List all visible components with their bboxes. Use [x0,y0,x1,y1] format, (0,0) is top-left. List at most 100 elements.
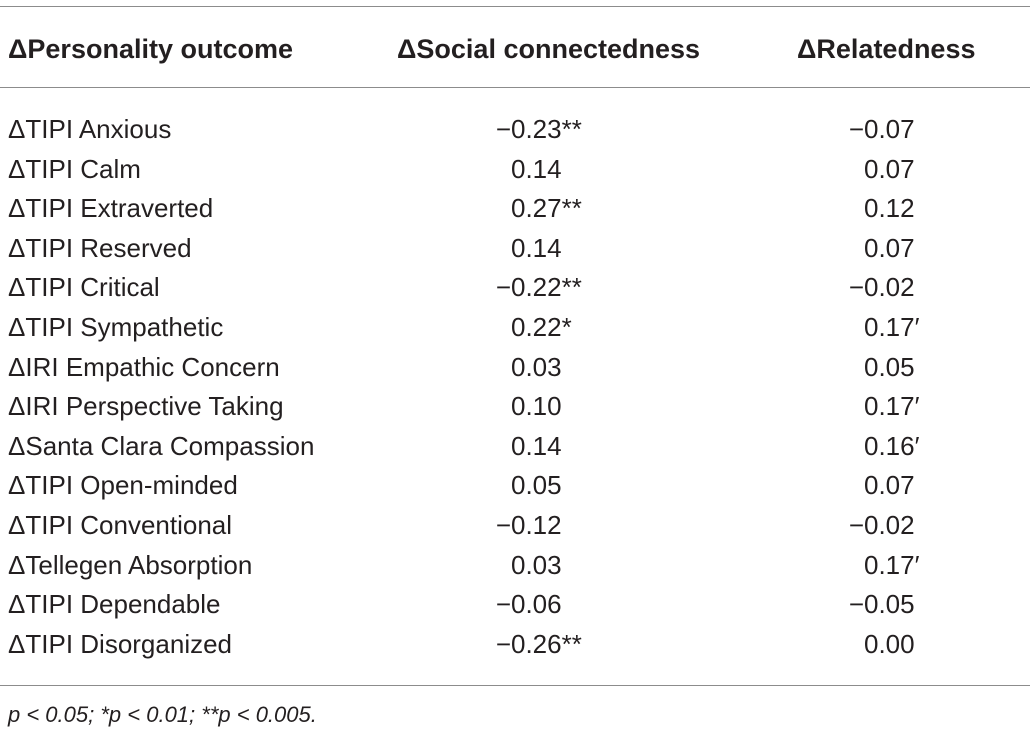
social-connectedness-significance-mark: * [561,311,572,342]
social-connectedness-significance-mark: ** [561,272,582,303]
relatedness-value: 0.07 [864,229,915,269]
outcome-label: ΔTIPI Conventional [8,509,233,540]
outcome-label: ΔIRI Empathic Concern [8,351,280,382]
social-connectedness-value: 0.03 [511,546,562,586]
header-social-connectedness: ΔSocial connectedness [397,34,701,64]
social-connectedness-value: −0.26 ** [496,625,582,665]
table-row: ΔTIPI Reserved 0.14 0.07 [0,229,1030,269]
outcome-label: ΔTIPI Reserved [8,232,192,263]
table-top-rule [0,6,1030,7]
relatedness-value: −0.07 [849,110,915,150]
relatedness-value: 0.00 [864,625,915,665]
relatedness-value: −0.02 [849,506,915,546]
outcome-label: ΔTIPI Open-minded [8,470,238,501]
social-connectedness-number: 0.26 [511,628,562,659]
relatedness-number: 0.12 [864,193,915,224]
social-connectedness-value: 0.03 [511,348,562,388]
relatedness-number: 0.02 [864,272,915,303]
social-connectedness-value: −0.06 [496,585,562,625]
social-connectedness-number: 0.12 [511,509,562,540]
minus-sign: − [495,509,511,540]
social-connectedness-value: −0.22 ** [496,268,582,308]
relatedness-cell: −0.05 [849,585,915,625]
social-connectedness-cell: −0.06 [496,585,562,625]
relatedness-number: 0.02 [864,509,915,540]
table-row: ΔSanta Clara Compassion 0.14 0.16 ′ [0,427,1030,467]
table-row: ΔIRI Empathic Concern 0.03 0.05 [0,348,1030,388]
relatedness-cell: −0.02 [849,268,915,308]
table-bottom-rule [0,685,1030,686]
relatedness-cell: 0.17 ′ [864,387,919,427]
social-connectedness-number: 0.22 [511,272,562,303]
outcome-label: ΔTIPI Extraverted [8,193,214,224]
relatedness-cell: 0.16 ′ [864,427,919,467]
social-connectedness-value: 0.14 [511,150,562,190]
social-connectedness-value: −0.12 [496,506,562,546]
outcome-label: ΔIRI Perspective Taking [8,391,284,422]
minus-sign: − [848,114,864,144]
minus-sign: − [495,272,511,303]
minus-sign: − [495,114,511,144]
outcome-label: ΔSanta Clara Compassion [8,430,315,461]
social-connectedness-number: 0.14 [511,430,562,461]
relatedness-significance-mark: ′ [914,391,920,422]
outcome-label: ΔTellegen Absorption [8,549,253,580]
social-connectedness-cell: −0.23 ** [496,110,582,150]
social-connectedness-value: 0.22 * [511,308,572,348]
social-connectedness-cell: 0.14 [511,229,562,269]
social-connectedness-value: 0.05 [511,466,562,506]
relatedness-value: 0.17 ′ [864,546,919,586]
header-personality-outcome: ΔPersonality outcome [8,34,293,64]
relatedness-number: 0.17 [864,311,915,342]
social-connectedness-cell: 0.27 ** [511,189,582,229]
social-connectedness-number: 0.23 [511,114,562,144]
social-connectedness-significance-mark: ** [561,114,582,144]
relatedness-value: 0.05 [864,348,915,388]
minus-sign: − [495,589,511,620]
social-connectedness-number: 0.03 [511,351,562,382]
relatedness-value: 0.12 [864,189,915,229]
social-connectedness-cell: −0.12 [496,506,562,546]
relatedness-cell: 0.05 [864,348,915,388]
relatedness-cell: 0.07 [864,229,915,269]
social-connectedness-number: 0.27 [511,193,562,224]
relatedness-cell: 0.07 [864,466,915,506]
table-row: ΔTIPI Anxious −0.23 ** −0.07 [0,110,1030,150]
relatedness-value: 0.17 ′ [864,308,919,348]
relatedness-significance-mark: ′ [914,311,920,342]
relatedness-value: −0.05 [849,585,915,625]
social-connectedness-cell: −0.22 ** [496,268,582,308]
header-relatedness: ΔRelatedness [797,34,976,64]
outcome-label: ΔTIPI Disorganized [8,628,233,659]
relatedness-number: 0.17 [864,391,915,422]
table-row: ΔTIPI Sympathetic 0.22 * 0.17 ′ [0,308,1030,348]
social-connectedness-number: 0.14 [511,232,562,263]
social-connectedness-significance-mark: ** [561,193,582,224]
relatedness-cell: 0.17 ′ [864,546,919,586]
table-footnote: p < 0.05; *p < 0.01; **p < 0.005. [8,702,317,727]
relatedness-cell: −0.02 [849,506,915,546]
outcome-label: ΔTIPI Sympathetic [8,311,224,342]
table-row: ΔTIPI Critical −0.22 ** −0.02 [0,268,1030,308]
relatedness-number: 0.17 [864,549,915,580]
social-connectedness-number: 0.05 [511,470,562,501]
relatedness-significance-mark: ′ [914,430,920,461]
relatedness-cell: 0.00 [864,625,915,665]
relatedness-cell: 0.07 [864,150,915,190]
relatedness-value: 0.16 ′ [864,427,919,467]
table-row: ΔIRI Perspective Taking 0.10 0.17 ′ [0,387,1030,427]
relatedness-number: 0.07 [864,153,915,184]
relatedness-number: 0.07 [864,470,915,501]
social-connectedness-value: 0.14 [511,427,562,467]
table-row: ΔTellegen Absorption 0.03 0.17 ′ [0,546,1030,586]
minus-sign: − [848,589,864,620]
social-connectedness-cell: 0.03 [511,546,562,586]
relatedness-number: 0.16 [864,430,915,461]
outcome-label: ΔTIPI Dependable [8,589,221,620]
social-connectedness-cell: 0.22 * [511,308,572,348]
relatedness-number: 0.07 [864,232,915,263]
social-connectedness-cell: 0.05 [511,466,562,506]
minus-sign: − [848,272,864,303]
relatedness-value: 0.17 ′ [864,387,919,427]
relatedness-number: 0.05 [864,351,915,382]
